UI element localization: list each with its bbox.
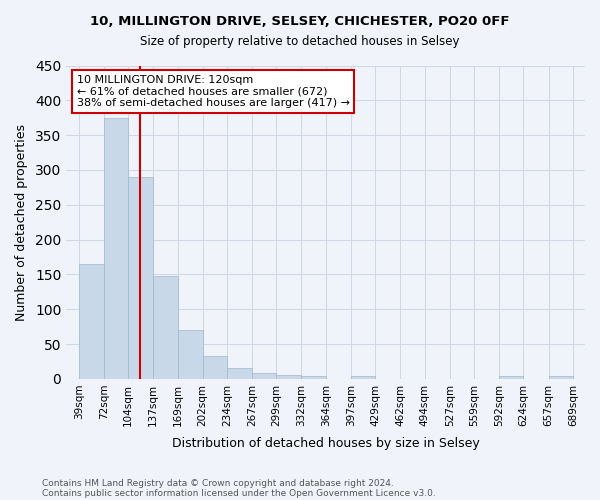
- Bar: [178, 330, 203, 379]
- Text: 10, MILLINGTON DRIVE, SELSEY, CHICHESTER, PO20 0FF: 10, MILLINGTON DRIVE, SELSEY, CHICHESTER…: [90, 15, 510, 28]
- Bar: [277, 376, 301, 379]
- Bar: [252, 374, 277, 379]
- Bar: [153, 276, 178, 379]
- Bar: [79, 264, 104, 379]
- Bar: [499, 376, 523, 379]
- Bar: [104, 118, 128, 379]
- Y-axis label: Number of detached properties: Number of detached properties: [15, 124, 28, 320]
- Bar: [301, 376, 326, 379]
- Text: Contains HM Land Registry data © Crown copyright and database right 2024.: Contains HM Land Registry data © Crown c…: [42, 478, 394, 488]
- Bar: [227, 368, 252, 379]
- Text: Size of property relative to detached houses in Selsey: Size of property relative to detached ho…: [140, 35, 460, 48]
- Text: 10 MILLINGTON DRIVE: 120sqm
← 61% of detached houses are smaller (672)
38% of se: 10 MILLINGTON DRIVE: 120sqm ← 61% of det…: [77, 75, 350, 108]
- Bar: [203, 356, 227, 379]
- Bar: [128, 177, 153, 379]
- X-axis label: Distribution of detached houses by size in Selsey: Distribution of detached houses by size …: [172, 437, 479, 450]
- Text: Contains public sector information licensed under the Open Government Licence v3: Contains public sector information licen…: [42, 488, 436, 498]
- Bar: [548, 376, 573, 379]
- Bar: [351, 376, 375, 379]
